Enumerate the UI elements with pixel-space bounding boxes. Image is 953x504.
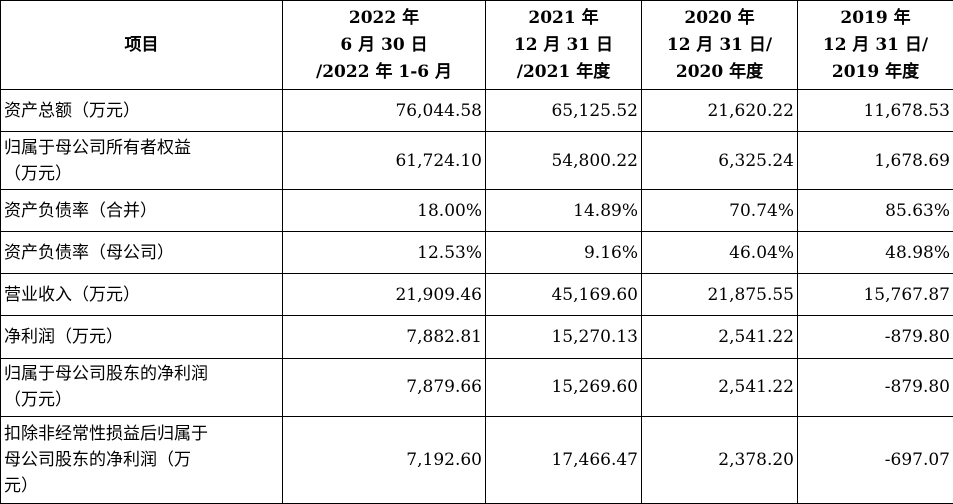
header-2020: 2020 年 12 月 31 日/ 2020 年度: [641, 0, 798, 90]
cell-2020: 2,541.22: [641, 315, 798, 359]
header-2021: 2021 年 12 月 31 日 /2021 年度: [485, 0, 642, 90]
cell-2020: 21,875.55: [641, 273, 798, 317]
table-row-parent-equity: 归属于母公司所有者权益 （万元） 61,724.10 54,800.22 6,3…: [0, 131, 953, 191]
cell-2020: 2,541.22: [641, 357, 798, 417]
cell-2022-h1: 18.00%: [282, 189, 486, 233]
cell-2021: 9.16%: [485, 231, 642, 275]
row-label: 归属于母公司股东的净利润 （万元）: [0, 357, 283, 417]
cell-2020: 70.74%: [641, 189, 798, 233]
cell-2021: 65,125.52: [485, 88, 642, 133]
cell-2022-h1: 21,909.46: [282, 273, 486, 317]
cell-2021: 15,270.13: [485, 315, 642, 359]
table-row-debt-ratio-consolidated: 资产负债率（合并） 18.00% 14.89% 70.74% 85.63%: [0, 189, 953, 233]
header-row: 项目 2022 年 6 月 30 日 /2022 年 1-6 月 2021 年 …: [0, 0, 953, 90]
header-2019: 2019 年 12 月 31 日/ 2019 年度: [797, 0, 953, 90]
row-label: 净利润（万元）: [0, 315, 283, 359]
cell-2019: 85.63%: [797, 189, 953, 233]
cell-2019: 15,767.87: [797, 273, 953, 317]
header-item: 项目: [0, 0, 283, 90]
cell-2020: 21,620.22: [641, 88, 798, 133]
cell-2022-h1: 7,192.60: [282, 415, 486, 504]
cell-2021: 45,169.60: [485, 273, 642, 317]
cell-2020: 46.04%: [641, 231, 798, 275]
cell-2022-h1: 61,724.10: [282, 131, 486, 191]
cell-2019: -879.80: [797, 315, 953, 359]
cell-2022-h1: 76,044.58: [282, 88, 486, 133]
table-row-adjusted-net-profit: 扣除非经常性损益后归属于 母公司股东的净利润（万 元） 7,192.60 17,…: [0, 415, 953, 504]
cell-2019: 48.98%: [797, 231, 953, 275]
cell-2021: 54,800.22: [485, 131, 642, 191]
cell-2019: 1,678.69: [797, 131, 953, 191]
cell-2022-h1: 7,882.81: [282, 315, 486, 359]
row-label: 资产负债率（母公司）: [0, 231, 283, 275]
cell-2019: 11,678.53: [797, 88, 953, 133]
row-label: 归属于母公司所有者权益 （万元）: [0, 131, 283, 191]
cell-2022-h1: 7,879.66: [282, 357, 486, 417]
cell-2021: 14.89%: [485, 189, 642, 233]
row-label: 营业收入（万元）: [0, 273, 283, 317]
row-label: 资产负债率（合并）: [0, 189, 283, 233]
table-row-revenue: 营业收入（万元） 21,909.46 45,169.60 21,875.55 1…: [0, 273, 953, 317]
cell-2020: 6,325.24: [641, 131, 798, 191]
cell-2021: 17,466.47: [485, 415, 642, 504]
table-row-debt-ratio-parent: 资产负债率（母公司） 12.53% 9.16% 46.04% 48.98%: [0, 231, 953, 275]
cell-2020: 2,378.20: [641, 415, 798, 504]
cell-2022-h1: 12.53%: [282, 231, 486, 275]
cell-2021: 15,269.60: [485, 357, 642, 417]
cell-2019: -697.07: [797, 415, 953, 504]
table-row-parent-net-profit: 归属于母公司股东的净利润 （万元） 7,879.66 15,269.60 2,5…: [0, 357, 953, 417]
header-2022-h1: 2022 年 6 月 30 日 /2022 年 1-6 月: [282, 0, 486, 90]
row-label: 扣除非经常性损益后归属于 母公司股东的净利润（万 元）: [0, 415, 283, 504]
table-row-total-assets: 资产总额（万元） 76,044.58 65,125.52 21,620.22 1…: [0, 88, 953, 133]
cell-2019: -879.80: [797, 357, 953, 417]
table-row-net-profit: 净利润（万元） 7,882.81 15,270.13 2,541.22 -879…: [0, 315, 953, 359]
row-label: 资产总额（万元）: [0, 88, 283, 133]
